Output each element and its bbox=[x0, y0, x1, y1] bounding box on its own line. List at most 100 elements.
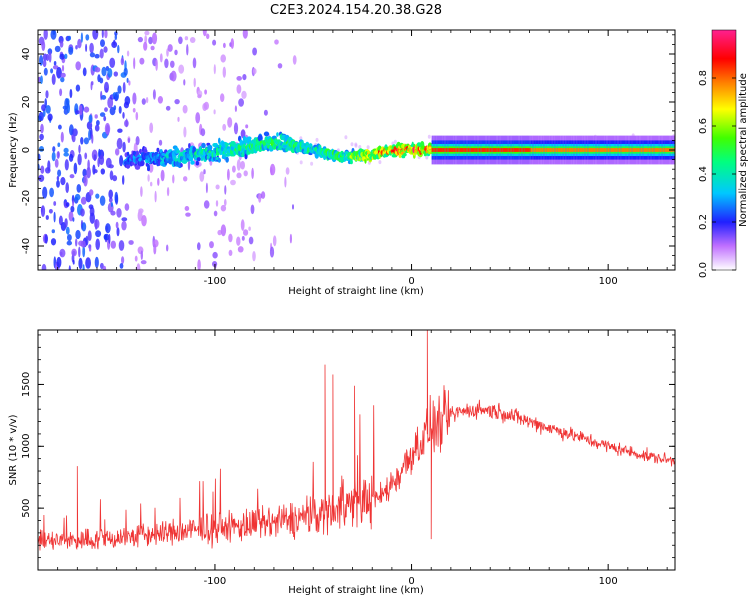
noise-cell bbox=[140, 250, 143, 260]
ridge-band bbox=[486, 148, 489, 152]
ridge-band bbox=[667, 148, 670, 152]
snr-plot-frame bbox=[37, 329, 676, 571]
ridge-band bbox=[565, 148, 567, 152]
ridge-band bbox=[653, 148, 656, 152]
noise-cell bbox=[185, 212, 191, 217]
noise-cell bbox=[126, 50, 130, 57]
ridge-band bbox=[584, 148, 586, 152]
ridge-band bbox=[511, 148, 514, 152]
noise-cell bbox=[157, 177, 160, 186]
noise-cell bbox=[53, 211, 56, 223]
noise-cell bbox=[425, 155, 429, 160]
colorbar-tick-label: 0.0 bbox=[698, 262, 709, 278]
noise-cell bbox=[132, 108, 136, 113]
noise-cell bbox=[45, 167, 51, 174]
noise-cell bbox=[230, 179, 236, 186]
noise-cell bbox=[45, 105, 51, 114]
ridge-band bbox=[650, 148, 652, 152]
noise-cell bbox=[56, 180, 60, 188]
colorbar-tick-label: 0.2 bbox=[698, 214, 709, 230]
noise-cell bbox=[205, 182, 208, 194]
noise-cell bbox=[110, 202, 113, 207]
spectrogram-ticks: -100 0 100 -40 -20 0 20 40 bbox=[21, 30, 675, 287]
ridge-band bbox=[452, 148, 454, 152]
snr-ticks: -100 0 100 500 1000 1500 bbox=[21, 330, 675, 587]
ridge-cell bbox=[282, 144, 288, 148]
ridge-band bbox=[648, 148, 651, 152]
noise-cell bbox=[269, 163, 276, 176]
noise-cell bbox=[122, 175, 125, 185]
ridge-band bbox=[640, 148, 643, 152]
ridge-band bbox=[664, 148, 667, 152]
noise-cell bbox=[167, 44, 173, 52]
colorbar-label: Normalized spectral amplitude bbox=[738, 73, 749, 227]
noise-cell bbox=[68, 46, 74, 55]
ridge-cell bbox=[190, 160, 195, 165]
ridge-band bbox=[532, 148, 534, 152]
noise-cell bbox=[45, 90, 49, 99]
ridge-cell bbox=[134, 164, 141, 170]
noise-cell bbox=[251, 167, 254, 179]
ridge-band bbox=[659, 148, 662, 152]
noise-cell bbox=[116, 227, 120, 237]
noise-cell bbox=[73, 162, 78, 175]
ridge-band bbox=[559, 148, 561, 152]
noise-cell bbox=[57, 169, 62, 177]
noise-cell bbox=[72, 217, 75, 222]
noise-cell bbox=[143, 41, 148, 51]
ridge-band bbox=[474, 148, 476, 152]
noise-cell bbox=[57, 142, 61, 148]
ridge-band bbox=[497, 148, 500, 152]
noise-cell bbox=[236, 172, 242, 179]
ridge-cell bbox=[225, 156, 229, 163]
noise-cell bbox=[88, 246, 92, 252]
noise-cell bbox=[224, 199, 227, 206]
noise-cell bbox=[39, 55, 44, 66]
noise-cell bbox=[117, 44, 120, 54]
ridge-cell bbox=[139, 160, 145, 167]
noise-cell bbox=[99, 48, 104, 59]
ridge-band bbox=[491, 148, 494, 152]
ridge-band bbox=[515, 148, 517, 152]
spectrogram-y-tick-label: 20 bbox=[21, 96, 32, 109]
noise-cell bbox=[50, 238, 57, 246]
noise-cell bbox=[75, 110, 80, 115]
noise-cell bbox=[149, 122, 154, 134]
ridge-band bbox=[461, 148, 464, 152]
noise-cell bbox=[140, 260, 147, 265]
noise-cell bbox=[350, 142, 354, 147]
spectrogram-heatmap bbox=[38, 30, 675, 270]
noise-cell bbox=[43, 67, 48, 76]
ridge-band bbox=[453, 148, 456, 152]
chart-title: C2E3.2024.154.20.38.G28 bbox=[270, 3, 442, 18]
ridge-band bbox=[541, 148, 544, 152]
noise-cell bbox=[69, 174, 75, 179]
noise-cell bbox=[197, 259, 201, 270]
ridge-band bbox=[463, 148, 465, 152]
ridge-band bbox=[448, 148, 451, 152]
ridge-band bbox=[496, 148, 498, 152]
noise-cell bbox=[114, 31, 118, 36]
snr-y-axis-label: SNR (10 * v/v) bbox=[8, 414, 19, 485]
noise-cell bbox=[174, 99, 180, 105]
noise-cell bbox=[189, 37, 196, 43]
noise-cell bbox=[80, 208, 85, 217]
ridge-band bbox=[590, 148, 593, 152]
noise-cell bbox=[71, 134, 76, 143]
noise-cell bbox=[60, 177, 66, 186]
ridge-band bbox=[563, 148, 566, 152]
noise-cell bbox=[99, 112, 106, 117]
noise-cell bbox=[144, 35, 148, 44]
ridge-band bbox=[510, 148, 512, 152]
noise-cell bbox=[140, 186, 143, 198]
noise-cell bbox=[51, 229, 55, 234]
noise-cell bbox=[358, 145, 362, 149]
ridge-band bbox=[610, 148, 613, 152]
noise-cell bbox=[183, 176, 188, 182]
noise-cell bbox=[177, 116, 180, 122]
noise-cell bbox=[145, 97, 149, 104]
noise-cell bbox=[85, 43, 88, 53]
ridge-cell bbox=[188, 143, 191, 149]
noise-cell bbox=[144, 30, 150, 36]
ridge-band bbox=[480, 148, 483, 152]
